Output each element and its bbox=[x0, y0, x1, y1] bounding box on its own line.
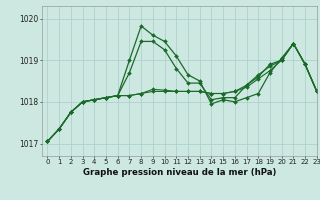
X-axis label: Graphe pression niveau de la mer (hPa): Graphe pression niveau de la mer (hPa) bbox=[83, 168, 276, 177]
